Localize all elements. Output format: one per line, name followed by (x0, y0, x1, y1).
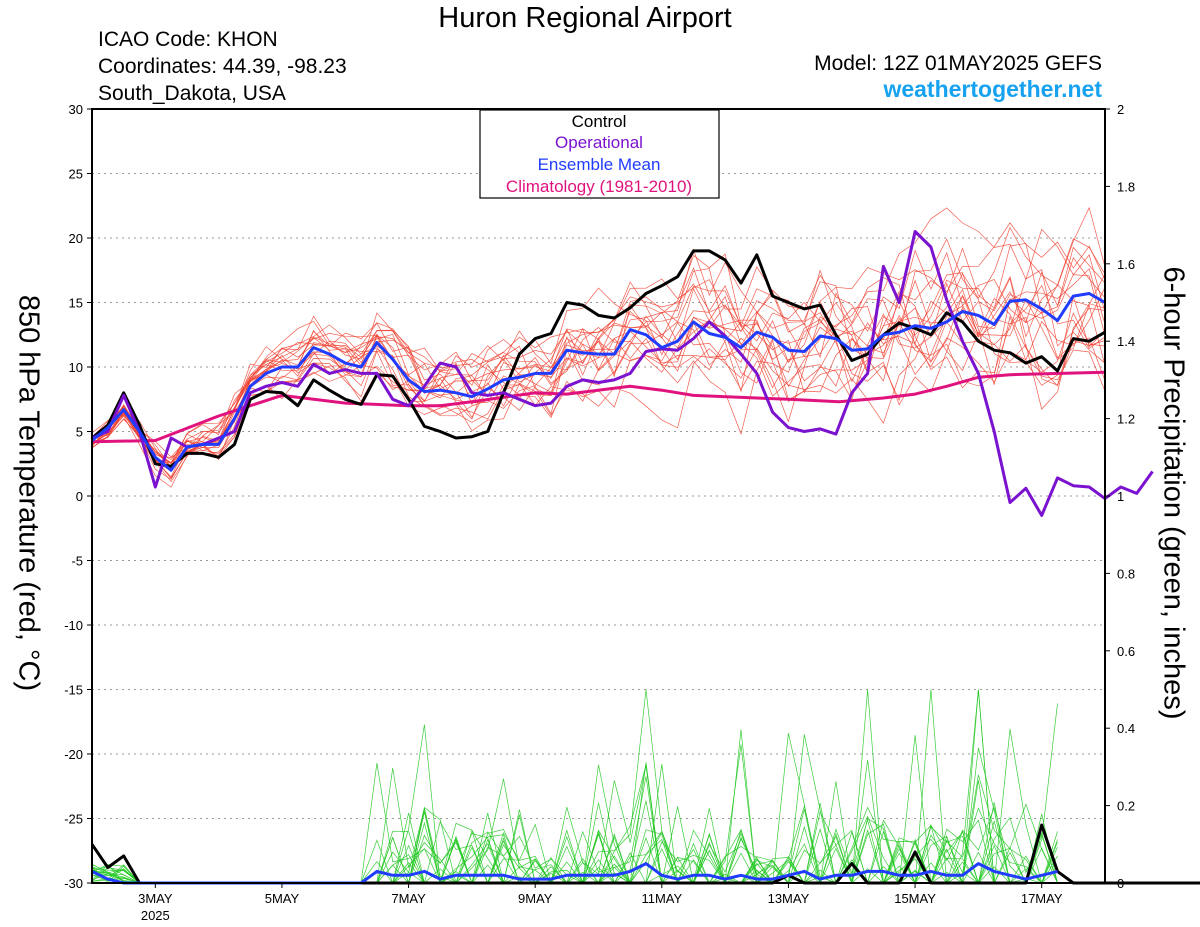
main-series (90, 230, 1200, 885)
y-tick-label: -10 (64, 618, 83, 633)
precip-member-line (91, 781, 1058, 885)
temp-member-line (91, 268, 1106, 483)
y2-tick-label: 0.2 (1117, 799, 1135, 814)
coordinates: Coordinates: 44.39, -98.23 (98, 55, 347, 78)
legend-item-control: Control (572, 112, 627, 131)
y-tick-label: 20 (69, 231, 83, 246)
chart-title: Huron Regional Airport (438, 2, 732, 34)
temp-member-line (91, 246, 1106, 488)
y2-tick-label: 0 (1117, 876, 1124, 891)
y-tick-label: -30 (64, 876, 83, 891)
x-tick-label: 3MAY (138, 891, 173, 906)
y2-tick-label: 0.8 (1117, 566, 1135, 581)
y-tick-label: 5 (76, 425, 83, 440)
temp-member-line (91, 269, 1106, 479)
x-tick-label: 13MAY (768, 891, 810, 906)
y2-tick-label: 1.2 (1117, 412, 1135, 427)
grid-lines (92, 173, 1105, 819)
precip-member-line (91, 776, 1058, 885)
legend-box (479, 109, 720, 199)
y2-tick-label: 1 (1117, 489, 1124, 504)
temp-member-line (91, 238, 1106, 458)
y2-tick-label: 2 (1117, 102, 1124, 117)
x-tick-label: 9MAY (518, 891, 553, 906)
legend-item-ensemble-mean: Ensemble Mean (538, 155, 661, 174)
y-tick-label: -25 (64, 812, 83, 827)
icao-code: ICAO Code: KHON (98, 28, 278, 51)
temp-member-line (91, 248, 1106, 460)
y-tick-label: 25 (69, 167, 83, 182)
x-tick-sublabel: 2025 (141, 908, 170, 923)
temp-member-line (91, 266, 1106, 458)
temp-member-line (91, 242, 1106, 480)
x-tick-label: 17MAY (1021, 891, 1063, 906)
x-tick-label: 15MAY (894, 891, 936, 906)
y2-tick-label: 0.6 (1117, 644, 1135, 659)
temp-member-line (91, 206, 1106, 465)
temp-member-line (91, 273, 1106, 470)
legend: Control Operational Ensemble Mean Climat… (479, 109, 720, 199)
region: South_Dakota, USA (98, 82, 286, 105)
y2-tick-label: 0.4 (1117, 721, 1135, 736)
ensemble-mean-temp-line (91, 292, 1106, 472)
y-tick-label: -5 (71, 554, 83, 569)
y-tick-label: -20 (64, 747, 83, 762)
operational-temp-line (91, 230, 1154, 517)
y2-tick-label: 1.6 (1117, 257, 1135, 272)
legend-item-climatology: Climatology (1981-2010) (506, 177, 692, 196)
temp-member-line (91, 249, 1106, 463)
y2-tick-label: 1.8 (1117, 179, 1135, 194)
temp-member-line (91, 277, 1106, 478)
y-tick-label: 10 (69, 360, 83, 375)
y-tick-label: -15 (64, 683, 83, 698)
x-tick-label: 7MAY (391, 891, 426, 906)
temp-member-line (91, 267, 1106, 463)
precip-member-line (91, 774, 1058, 884)
temp-member-line (91, 257, 1106, 468)
y-tick-label: 0 (76, 489, 83, 504)
ensemble-members-temperature (91, 206, 1106, 488)
model-info: Model: 12Z 01MAY2025 GEFS (814, 52, 1102, 75)
axes: 302520151050-5-10-15-20-25-3021.81.61.41… (64, 102, 1135, 923)
climatology-1981-2010-temp-line (91, 370, 1106, 444)
temp-member-line (91, 268, 1106, 480)
x-tick-label: 5MAY (265, 891, 300, 906)
x-tick-label: 11MAY (641, 891, 682, 906)
temp-member-line (91, 278, 1106, 466)
legend-item-operational: Operational (555, 133, 643, 152)
temp-member-line (91, 222, 1106, 468)
y-tick-label: 30 (69, 102, 83, 117)
y2-tick-label: 1.4 (1117, 334, 1135, 349)
temp-member-line (91, 207, 1106, 464)
temp-member-line (91, 226, 1106, 469)
temp-member-line (91, 253, 1106, 472)
site-link[interactable]: weathertogether.net (883, 76, 1102, 102)
y-tick-label: 15 (69, 296, 83, 311)
